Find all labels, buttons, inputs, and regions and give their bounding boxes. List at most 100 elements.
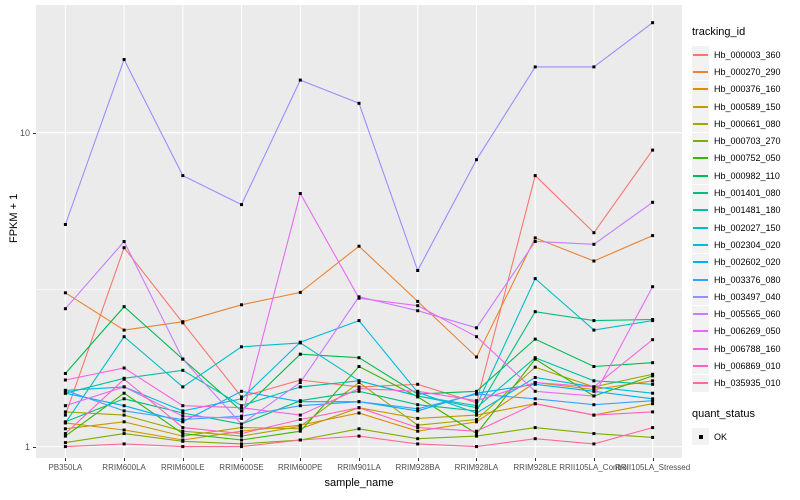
data-point	[298, 290, 302, 294]
legend-key-line-icon	[693, 174, 708, 177]
x-axis-title: sample_name	[324, 477, 394, 489]
x-tick-label-RRIM600LE: RRIM600LE	[161, 463, 205, 472]
legend-item-Hb_035935_010: Hb_035935_010	[692, 374, 798, 392]
data-point	[475, 413, 478, 417]
x-tick-label-RRII105LA_Control: RRII105LA_Control	[559, 463, 629, 472]
data-point	[533, 376, 537, 379]
data-point	[181, 426, 185, 430]
legend-item-Hb_002027_150: Hb_002027_150	[692, 219, 798, 237]
data-point	[475, 420, 478, 424]
data-point	[298, 381, 302, 384]
data-point	[357, 434, 361, 438]
data-point	[533, 356, 537, 360]
data-point	[651, 319, 655, 323]
data-point	[122, 328, 126, 332]
legend-item-Hb_006869_010: Hb_006869_010	[692, 357, 798, 375]
data-point	[122, 420, 126, 424]
legend-item-Hb_003497_040: Hb_003497_040	[692, 288, 798, 306]
data-point	[651, 285, 655, 289]
data-point	[122, 246, 126, 250]
legend-key-box	[692, 201, 709, 219]
x-tick-label-RRIM600LA: RRIM600LA	[102, 463, 146, 472]
data-point	[592, 379, 596, 383]
data-point	[357, 379, 361, 383]
data-point	[475, 409, 478, 413]
legend-item-label: Hb_006269_050	[714, 326, 781, 337]
data-point	[533, 236, 537, 240]
legend-item-Hb_006788_160: Hb_006788_160	[692, 340, 798, 358]
legend-item-Hb_000752_050: Hb_000752_050	[692, 149, 798, 167]
data-point	[298, 400, 302, 404]
data-point	[181, 404, 185, 408]
x-tick-mark	[124, 458, 126, 461]
legend-item-label: Hb_006788_160	[714, 343, 781, 354]
data-point	[357, 387, 361, 391]
data-point	[122, 442, 126, 446]
data-point	[533, 426, 537, 430]
data-point	[651, 374, 655, 378]
data-point	[416, 409, 420, 413]
legend-key-line-icon	[693, 278, 708, 281]
legend-quant-status: quant_status OK	[692, 408, 798, 446]
data-point	[240, 404, 243, 408]
legend-item-Hb_000270_290: Hb_000270_290	[692, 63, 798, 81]
data-point	[298, 78, 302, 82]
data-point	[592, 389, 596, 393]
legend-item-Hb_001481_180: Hb_001481_180	[692, 201, 798, 219]
data-point	[181, 434, 185, 438]
x-tick-label-RRIM600SE: RRIM600SE	[219, 463, 264, 472]
data-point	[181, 411, 185, 415]
data-point	[181, 320, 185, 324]
data-point	[533, 337, 537, 341]
data-point	[240, 397, 243, 401]
data-point	[357, 244, 361, 248]
legend-item-label: Hb_001481_180	[714, 205, 781, 216]
data-point	[533, 240, 537, 243]
legend-item-Hb_000982_110: Hb_000982_110	[692, 167, 798, 185]
data-point	[533, 174, 537, 178]
data-point	[181, 368, 185, 372]
data-point	[240, 389, 243, 393]
legend-key-line-icon	[693, 70, 708, 73]
data-point	[416, 423, 420, 427]
data-point	[416, 429, 420, 433]
data-point	[475, 418, 478, 421]
data-point	[122, 335, 126, 339]
data-point	[533, 437, 537, 441]
data-point	[651, 148, 655, 152]
data-point	[240, 438, 243, 442]
legend-key-line-icon	[693, 295, 708, 298]
legend-item-label: Hb_000982_110	[714, 170, 780, 181]
legend-key-line-icon	[693, 226, 708, 229]
data-point	[181, 445, 185, 449]
data-point	[533, 65, 537, 69]
data-point	[122, 413, 126, 417]
data-point	[240, 414, 243, 418]
legend-item-label: OK	[714, 431, 728, 442]
data-point	[63, 378, 67, 382]
legend-items: Hb_000003_360 Hb_000270_290 Hb_000376_160 H…	[692, 46, 798, 392]
data-point	[651, 338, 655, 342]
data-point	[240, 422, 243, 426]
data-point	[240, 426, 243, 430]
data-point	[592, 442, 596, 446]
data-point	[533, 365, 537, 369]
data-point	[122, 58, 126, 61]
data-point	[416, 437, 420, 441]
data-point	[298, 438, 302, 442]
legend-item-Hb_002304_020: Hb_002304_020	[692, 236, 798, 254]
data-point	[181, 420, 185, 424]
legend-item-label: Hb_000752_050	[714, 153, 781, 164]
legend-key-box	[692, 322, 709, 340]
legend-item-label: Hb_035935_010	[714, 378, 781, 389]
legend-item-Hb_006269_050: Hb_006269_050	[692, 322, 798, 340]
data-point	[122, 240, 126, 243]
legend-item-label: Hb_000703_270	[714, 136, 781, 147]
data-point	[651, 402, 655, 406]
data-point	[63, 427, 67, 431]
x-tick-mark	[476, 458, 478, 461]
data-point	[63, 291, 67, 295]
legend-key-line-icon	[693, 192, 708, 195]
data-point	[63, 404, 67, 408]
data-point	[298, 378, 302, 382]
